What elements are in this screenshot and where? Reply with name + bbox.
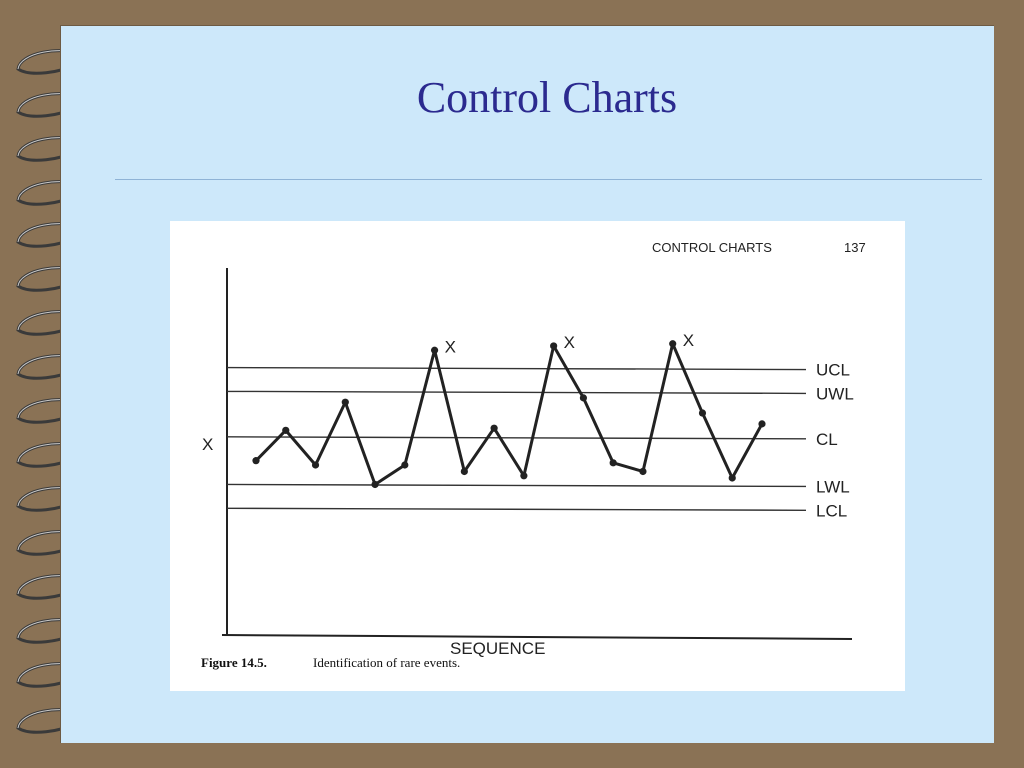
control-line-label-uwl: UWL — [816, 384, 854, 403]
data-point — [401, 461, 409, 469]
rare-event-marker: X — [445, 337, 456, 356]
data-point — [311, 461, 320, 469]
data-point — [371, 480, 379, 489]
data-point — [252, 457, 260, 465]
control-line-uwl — [226, 390, 807, 395]
page-header: CONTROL CHARTS — [652, 240, 772, 255]
control-chart: CONTROL CHARTS 137 X SEQUENCE UCL UWL CL LW… — [201, 240, 866, 670]
page-title: Control Charts — [416, 73, 678, 122]
y-axis-label: X — [202, 435, 213, 454]
control-line-lwl — [226, 483, 807, 488]
data-point — [639, 467, 647, 476]
control-line-label-lwl: LWL — [816, 477, 850, 496]
control-line-ucl — [226, 366, 807, 371]
data-point — [579, 394, 588, 402]
data-point — [609, 459, 617, 467]
control-line-lcl — [226, 507, 807, 511]
data-point — [669, 340, 677, 348]
data-point — [520, 472, 528, 480]
series-line — [254, 342, 764, 486]
control-line-label-cl: CL — [816, 430, 838, 449]
control-lines: UCL UWL CL LWL LCL — [226, 361, 854, 520]
x-axis-label: SEQUENCE — [450, 639, 545, 658]
control-line-label-ucl: UCL — [816, 361, 850, 380]
title-divider — [115, 179, 982, 180]
data-point — [490, 424, 498, 432]
control-line-cl — [226, 436, 807, 440]
data-point — [282, 426, 290, 434]
data-point — [758, 420, 766, 428]
figure-image: CONTROL CHARTS 137 X SEQUENCE UCL UWL CL LW… — [170, 221, 905, 691]
figure-caption-text: Identification of rare events. — [313, 655, 460, 670]
data-point — [550, 342, 558, 350]
page-number: 137 — [844, 240, 866, 255]
data-point — [341, 398, 349, 406]
x-axis — [221, 634, 853, 640]
data-point — [460, 467, 468, 476]
data-point — [430, 346, 439, 354]
data-point — [728, 474, 736, 482]
figure-caption-label: Figure 14.5. — [201, 655, 267, 670]
data-point — [698, 409, 707, 417]
rare-event-marker: X — [683, 331, 694, 350]
control-line-label-lcl: LCL — [816, 501, 847, 520]
rare-event-marker: X — [564, 333, 575, 352]
